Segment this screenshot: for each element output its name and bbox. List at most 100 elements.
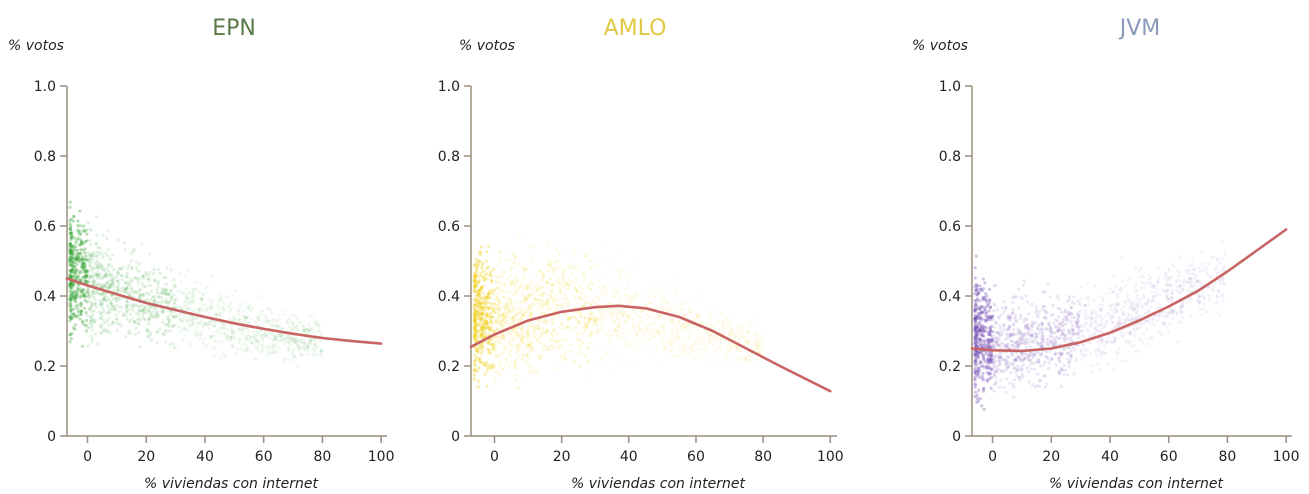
scatter-point (474, 315, 478, 319)
scatter-point (275, 350, 279, 354)
scatter-point (306, 343, 310, 347)
scatter-point (158, 327, 162, 331)
scatter-point (976, 366, 980, 370)
scatter-point (83, 294, 87, 298)
scatter-point (125, 317, 129, 321)
scatter-point (1125, 359, 1129, 363)
scatter-point (501, 317, 506, 321)
scatter-point (1180, 287, 1184, 291)
scatter-point (110, 265, 114, 269)
scatter-point (222, 355, 226, 359)
scatter-point (1090, 312, 1094, 316)
scatter-point (519, 327, 524, 331)
scatter-point (988, 354, 992, 359)
scatter-point (239, 303, 243, 307)
scatter-point (608, 307, 612, 311)
scatter-point (568, 343, 572, 347)
scatter-point (125, 300, 130, 304)
scatter-point (79, 279, 84, 283)
scatter-point (70, 275, 74, 279)
scatter-point (1034, 360, 1038, 364)
scatter-point (164, 292, 168, 296)
scatter-point (1007, 365, 1011, 369)
scatter-point (632, 297, 636, 301)
scatter-point (1020, 353, 1024, 357)
scatter-point (162, 310, 166, 314)
scatter-point (502, 348, 507, 352)
scatter-point (100, 253, 104, 257)
scatter-point (1004, 331, 1009, 336)
scatter-point (91, 289, 95, 293)
scatter-point (178, 306, 182, 310)
scatter-point (662, 340, 666, 344)
scatter-point (973, 317, 977, 321)
scatter-point (558, 304, 562, 308)
scatter-point (236, 317, 241, 322)
scatter-point (478, 357, 482, 361)
scatter-point (125, 274, 129, 278)
scatter-point (635, 333, 639, 337)
scatter-point (992, 346, 996, 350)
scatter-point (568, 262, 573, 266)
scatter-point (1202, 262, 1206, 266)
scatter-point (125, 287, 129, 291)
scatter-point (1077, 314, 1081, 318)
scatter-point (1026, 330, 1030, 334)
scatter-point (1011, 382, 1015, 386)
scatter-point (302, 347, 307, 351)
scatter-point (202, 336, 206, 340)
scatter-point (579, 290, 583, 295)
scatter-point (119, 289, 123, 293)
scatter-point (536, 287, 541, 291)
scatter-point (528, 313, 533, 317)
scatter-point (1175, 278, 1179, 283)
scatter-point (104, 273, 108, 277)
scatter-point (976, 350, 980, 354)
scatter-point (68, 332, 73, 336)
scatter-point (192, 298, 196, 302)
scatter-point (1084, 312, 1088, 317)
scatter-point (487, 305, 491, 310)
scatter-point (1094, 316, 1098, 320)
scatter-point (974, 326, 978, 330)
scatter-point (496, 339, 501, 343)
scatter-point (283, 337, 287, 341)
scatter-point (79, 302, 83, 306)
scatter-point (984, 318, 988, 322)
scatter-point (588, 281, 592, 285)
scatter-point (1021, 373, 1025, 377)
scatter-point (548, 338, 552, 342)
scatter-point (1030, 339, 1034, 343)
scatter-point (172, 293, 176, 297)
scatter-point (519, 338, 523, 342)
scatter-point (279, 338, 283, 342)
scatter-point (1005, 360, 1009, 364)
scatter-point (78, 271, 82, 275)
scatter-point (474, 270, 478, 274)
scatter-point (563, 313, 567, 317)
scatter-point (474, 303, 478, 307)
scatter-point (168, 298, 172, 302)
scatter-point (112, 304, 116, 308)
scatter-point (582, 277, 586, 281)
scatter-point (79, 224, 83, 228)
scatter-point (973, 385, 977, 389)
scatter-point (585, 322, 589, 326)
scatter-point (125, 286, 129, 290)
scatter-point (635, 332, 639, 336)
scatter-point (974, 315, 978, 319)
scatter-point (108, 283, 112, 287)
scatter-point (1112, 303, 1116, 307)
scatter-point (708, 336, 712, 340)
scatter-point (1053, 331, 1057, 335)
x-tick-label: 80 (313, 449, 331, 465)
scatter-point (988, 333, 992, 337)
scatter-point (1068, 331, 1072, 335)
scatter-point (95, 265, 100, 269)
scatter-point (168, 292, 172, 297)
scatter-point (292, 354, 296, 359)
scatter-point (1049, 313, 1053, 317)
scatter-point (69, 281, 73, 285)
scatter-point (1023, 352, 1027, 356)
scatter-point (479, 306, 483, 310)
